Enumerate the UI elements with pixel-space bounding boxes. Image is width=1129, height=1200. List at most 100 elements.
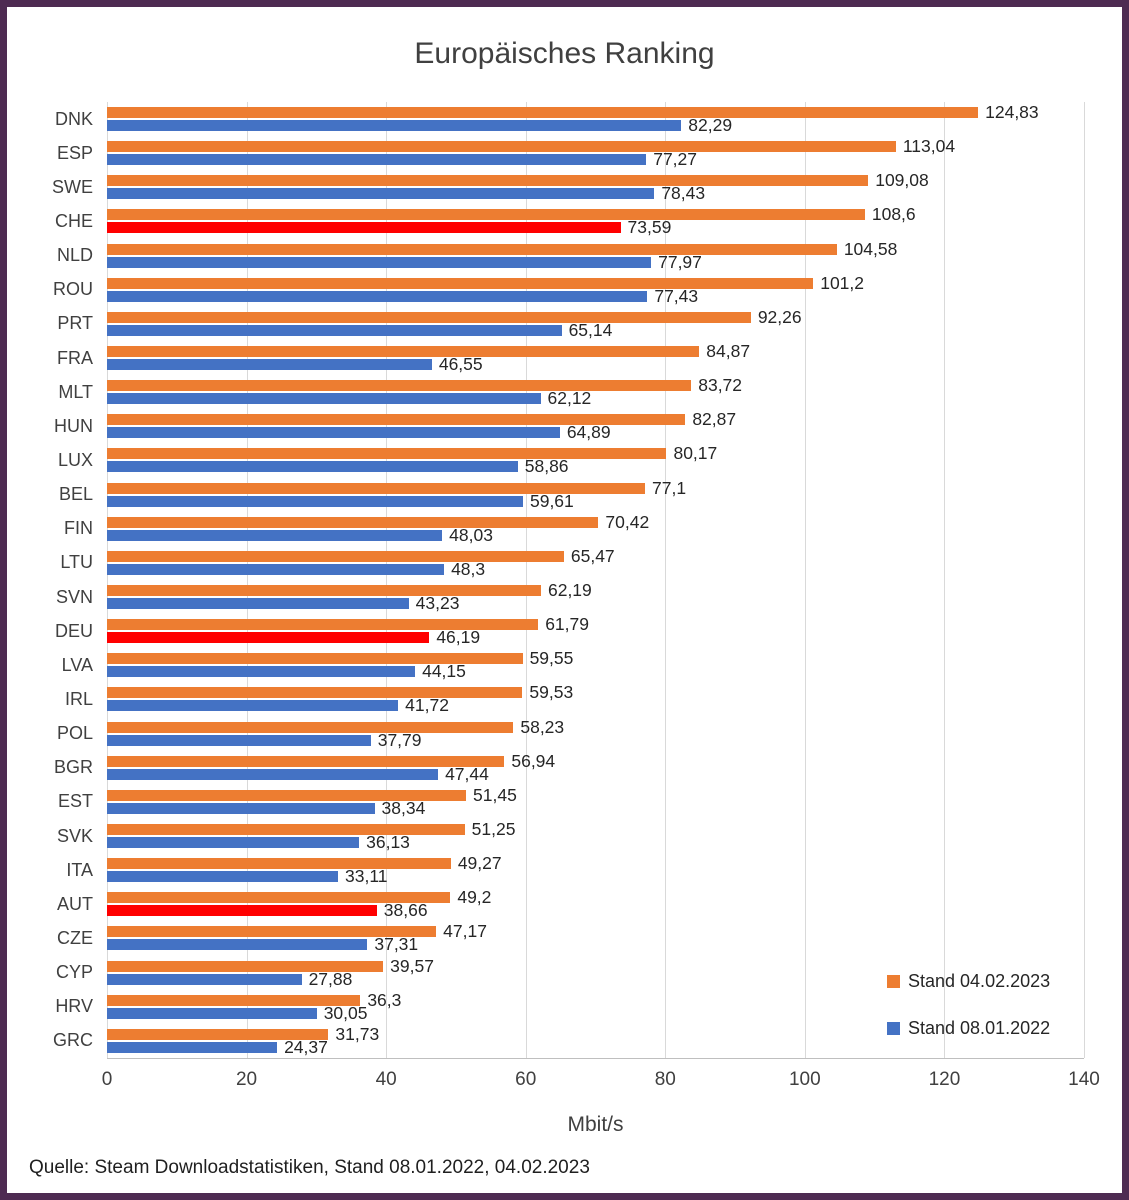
- x-tick-label: 60: [515, 1069, 537, 1090]
- x-tick-label: 0: [101, 1069, 113, 1090]
- legend-swatch-2022-icon: [887, 1022, 900, 1035]
- category-label: CYP: [55, 962, 93, 983]
- category-label: GRC: [53, 1030, 93, 1051]
- x-tick-label: 140: [1068, 1069, 1100, 1090]
- chart-row-est: EST 51,45 38,34: [58, 785, 1084, 819]
- value-label: 41,72: [405, 695, 449, 716]
- category-label: DEU: [54, 620, 93, 641]
- value-label: 24,37: [284, 1036, 328, 1057]
- bar-prt-2022: [107, 324, 562, 336]
- bar-svk-2022: [107, 837, 360, 849]
- value-label: 51,25: [471, 819, 516, 840]
- bar-deu-2023: [107, 619, 539, 631]
- bar-swe-2022: [107, 188, 655, 200]
- bar-ltu-2023: [107, 550, 564, 562]
- value-label: 56,94: [511, 750, 556, 771]
- category-label: AUT: [57, 893, 93, 914]
- x-tick-label: 120: [928, 1069, 961, 1090]
- value-label: 38,34: [381, 797, 426, 818]
- value-label: 58,86: [524, 456, 569, 477]
- chart-row-cyp: CYP 39,57 27,88: [56, 955, 1084, 990]
- bar-bgr-2023: [107, 755, 505, 767]
- legend-label-2022: Stand 08.01.2022: [908, 1018, 1051, 1038]
- chart-row-nld: NLD 104,58 77,97: [57, 238, 1084, 273]
- bar-fra-2022: [107, 359, 432, 371]
- bar-lux-2022: [107, 461, 518, 473]
- value-label: 77,27: [653, 149, 698, 170]
- legend-swatch-2023-icon: [887, 975, 900, 988]
- category-label: HRV: [55, 996, 93, 1017]
- bar-fin-2022: [107, 529, 443, 541]
- value-label: 77,1: [652, 477, 687, 498]
- bar-rou-2022: [107, 290, 648, 302]
- bar-ltu-2022: [107, 563, 445, 575]
- value-label: 37,31: [374, 934, 419, 955]
- bar-cze-2022: [107, 939, 368, 951]
- gridline: [386, 102, 388, 1058]
- value-label: 59,53: [529, 682, 574, 703]
- value-label: 30,05: [323, 1002, 368, 1023]
- category-label: NLD: [56, 245, 93, 266]
- category-label: SWE: [51, 176, 93, 197]
- value-label: 27,88: [308, 968, 353, 989]
- gridline: [665, 102, 667, 1058]
- bar-svk-2023: [107, 824, 465, 836]
- gridline: [944, 102, 946, 1058]
- category-label: ITA: [66, 859, 93, 880]
- value-label: 104,58: [843, 238, 898, 259]
- bar-dnk-2023: [107, 107, 979, 119]
- chart-row-grc: GRC 31,73 24,37: [53, 1023, 1084, 1058]
- chart-row-swe: SWE 109,08 78,43: [52, 170, 1084, 204]
- bar-ita-2023: [107, 858, 451, 870]
- bar-irl-2023: [107, 687, 523, 699]
- value-label: 43,23: [415, 593, 460, 614]
- value-label: 77,43: [654, 285, 699, 306]
- bar-est-2023: [107, 789, 467, 801]
- plot-area: DNK 124,83 82,29 ESP 113,04 77,27 SWE 109,08 78,…: [52, 102, 1085, 1059]
- bar-lva-2022: [107, 666, 416, 678]
- bar-cyp-2022: [107, 973, 302, 985]
- category-label: DNK: [54, 108, 93, 129]
- bar-aut-2023: [107, 892, 451, 904]
- bar-ita-2022: [107, 871, 339, 883]
- value-label: 77,97: [658, 251, 702, 272]
- legend-item-2022: Stand 08.01.2022: [887, 1018, 1050, 1039]
- value-label: 36,3: [367, 989, 402, 1010]
- bar-che-2023: [107, 209, 865, 221]
- category-label: POL: [56, 723, 93, 744]
- value-label: 39,57: [390, 955, 434, 976]
- value-label: 83,72: [698, 375, 743, 396]
- value-label: 64,89: [566, 422, 611, 443]
- source-note: Quelle: Steam Downloadstatistiken, Stand…: [29, 1157, 590, 1178]
- value-label: 31,73: [335, 1023, 380, 1044]
- category-label: ESP: [56, 142, 93, 163]
- chart-row-prt: PRT 92,26 65,14: [57, 307, 1084, 341]
- value-label: 113,04: [902, 136, 956, 157]
- bar-swe-2023: [107, 175, 869, 187]
- bar-esp-2023: [107, 141, 896, 153]
- chart-row-lva: LVA 59,55 44,15: [62, 648, 1084, 682]
- chart-row-hun: HUN 82,87 64,89: [54, 409, 1084, 443]
- x-tick-label: 100: [788, 1069, 821, 1090]
- gridline: [804, 102, 806, 1058]
- chart-row-deu: DEU 61,79 46,19: [55, 614, 1084, 648]
- chart-row-dnk: DNK 124,83 82,29: [55, 102, 1084, 136]
- value-label: 65,14: [568, 319, 613, 340]
- bar-irl-2022: [107, 700, 399, 712]
- chart-row-ita: ITA 49,27 33,11: [66, 853, 1084, 887]
- value-label: 108,6: [871, 204, 916, 225]
- legend-item-2023: Stand 04.02.2023: [887, 971, 1050, 992]
- category-label: LUX: [57, 449, 93, 470]
- gridline: [107, 102, 108, 1058]
- x-tick-label: 80: [654, 1069, 676, 1090]
- value-label: 65,47: [570, 545, 615, 566]
- bar-bgr-2022: [107, 768, 439, 780]
- value-label: 37,79: [377, 729, 422, 750]
- chart-row-che: CHE 108,6 73,59: [55, 204, 1084, 238]
- bar-fra-2023: [107, 346, 700, 358]
- bar-deu-2022: [107, 632, 430, 644]
- chart-row-pol: POL 58,23 37,79: [57, 717, 1084, 751]
- category-label: PRT: [57, 313, 93, 334]
- bar-che-2022: [107, 222, 621, 234]
- bar-lva-2023: [107, 653, 523, 665]
